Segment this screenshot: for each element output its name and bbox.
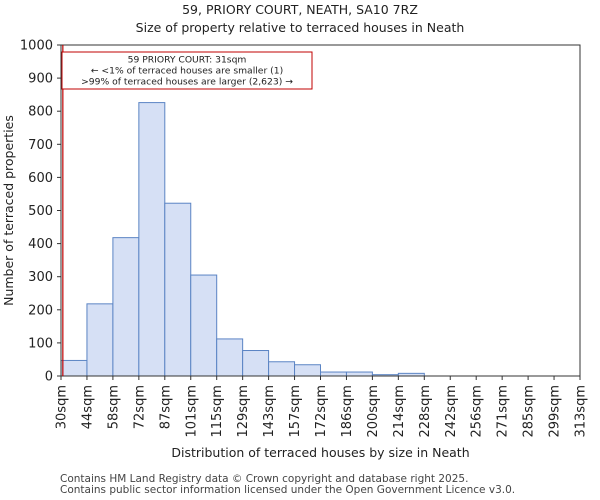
x-tick-label: 58sqm	[106, 385, 121, 429]
x-tick-label: 115sqm	[210, 385, 225, 438]
x-tick-label: 299sqm	[548, 385, 563, 438]
bar	[138, 102, 166, 377]
chart-subtitle: Size of property relative to terraced ho…	[135, 20, 465, 35]
x-tick-label: 143sqm	[262, 385, 277, 438]
y-tick-label: 1000	[20, 39, 53, 54]
y-tick-label: 200	[28, 303, 53, 318]
annotation-line-1: 59 PRIORY COURT: 31sqm	[128, 55, 247, 66]
y-tick-label: 400	[28, 237, 53, 252]
x-tick-label: 101sqm	[184, 385, 199, 438]
x-axis-label: Distribution of terraced houses by size …	[171, 445, 469, 460]
x-tick-label: 271sqm	[496, 385, 511, 438]
y-tick-label: 900	[28, 72, 53, 87]
bar	[320, 371, 347, 377]
y-tick-label: 100	[28, 336, 53, 351]
y-tick-label: 500	[28, 204, 53, 219]
annotation-line-2: ← <1% of terraced houses are smaller (1)	[91, 66, 283, 77]
bar	[112, 237, 140, 377]
y-tick-label: 0	[45, 370, 53, 385]
x-tick-label: 44sqm	[80, 385, 95, 429]
bar	[345, 371, 373, 377]
y-tick-label: 300	[28, 270, 53, 285]
x-tick-label: 313sqm	[574, 385, 589, 438]
y-tick-label: 600	[28, 171, 53, 186]
x-tick-label: 256sqm	[470, 385, 485, 438]
x-tick-label: 30sqm	[55, 385, 70, 429]
y-tick-label: 700	[28, 138, 53, 153]
x-tick-label: 87sqm	[158, 385, 173, 429]
x-tick-label: 186sqm	[340, 385, 355, 438]
x-tick-label: 242sqm	[444, 385, 459, 438]
footer-line-1: Contains HM Land Registry data © Crown c…	[60, 473, 469, 485]
bar	[216, 338, 244, 377]
x-tick-label: 285sqm	[522, 385, 537, 438]
x-tick-label: 228sqm	[418, 385, 433, 438]
y-axis-label: Number of terraced properties	[1, 115, 16, 306]
bar	[60, 359, 88, 377]
x-tick-label: 72sqm	[132, 385, 147, 429]
x-tick-label: 157sqm	[288, 385, 303, 438]
bar	[242, 350, 270, 377]
x-tick-label: 200sqm	[366, 385, 381, 438]
bar	[268, 361, 296, 377]
bar	[190, 274, 218, 377]
chart-title: 59, PRIORY COURT, NEATH, SA10 7RZ	[182, 2, 418, 17]
bar	[86, 303, 114, 377]
y-tick-label: 800	[28, 105, 53, 120]
annotation-line-3: >99% of terraced houses are larger (2,62…	[81, 77, 293, 88]
x-tick-label: 214sqm	[392, 385, 407, 438]
annotation-box	[61, 51, 313, 90]
x-tick-label: 129sqm	[236, 385, 251, 438]
footer-line-2: Contains public sector information licen…	[60, 484, 516, 496]
bar	[294, 364, 321, 377]
x-tick-label: 172sqm	[314, 385, 329, 438]
bar	[164, 202, 192, 377]
